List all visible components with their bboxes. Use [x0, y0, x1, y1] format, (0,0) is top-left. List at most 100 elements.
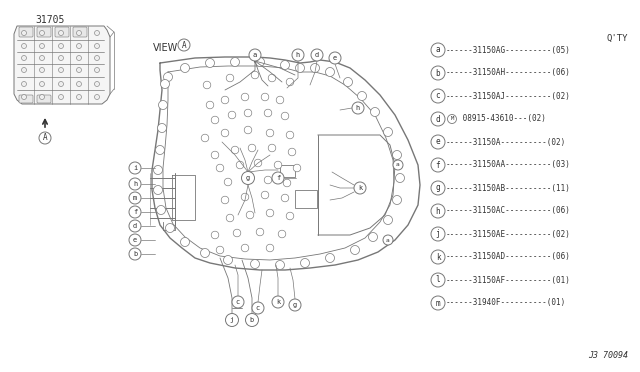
- Circle shape: [77, 81, 81, 87]
- Circle shape: [261, 93, 269, 101]
- Circle shape: [95, 44, 99, 48]
- Circle shape: [233, 229, 241, 237]
- Text: M: M: [451, 116, 454, 122]
- Circle shape: [289, 299, 301, 311]
- Circle shape: [129, 206, 141, 218]
- Text: J3 70094: J3 70094: [588, 351, 628, 360]
- Text: j: j: [230, 317, 234, 323]
- Circle shape: [58, 55, 63, 61]
- Circle shape: [211, 116, 219, 124]
- Circle shape: [250, 260, 259, 269]
- Circle shape: [77, 67, 81, 73]
- Circle shape: [129, 178, 141, 190]
- Circle shape: [201, 134, 209, 142]
- Text: d: d: [315, 52, 319, 58]
- Circle shape: [58, 94, 63, 99]
- Circle shape: [77, 31, 81, 35]
- Circle shape: [157, 124, 166, 132]
- Text: VIEW: VIEW: [153, 43, 179, 53]
- Text: f: f: [436, 160, 440, 170]
- Circle shape: [180, 237, 189, 247]
- Circle shape: [371, 108, 380, 116]
- Circle shape: [228, 111, 236, 119]
- Circle shape: [358, 92, 367, 100]
- Circle shape: [254, 159, 262, 167]
- Text: g: g: [246, 175, 250, 181]
- Text: ------31150AE----------(02): ------31150AE----------(02): [446, 230, 571, 238]
- Text: ------31150AC----------(06): ------31150AC----------(06): [446, 206, 571, 215]
- Circle shape: [431, 181, 445, 195]
- Circle shape: [129, 192, 141, 204]
- Circle shape: [221, 129, 229, 137]
- Circle shape: [22, 44, 26, 48]
- Circle shape: [216, 164, 224, 172]
- Circle shape: [352, 102, 364, 114]
- Circle shape: [159, 100, 168, 109]
- Circle shape: [344, 77, 353, 87]
- Circle shape: [261, 191, 269, 199]
- Circle shape: [431, 204, 445, 218]
- Circle shape: [296, 64, 305, 73]
- Text: c: c: [236, 299, 240, 305]
- Circle shape: [241, 244, 249, 252]
- Circle shape: [22, 55, 26, 61]
- Circle shape: [310, 64, 319, 73]
- Circle shape: [22, 81, 26, 87]
- Text: ------31940F----------(01): ------31940F----------(01): [446, 298, 566, 308]
- Circle shape: [431, 273, 445, 287]
- Circle shape: [383, 235, 393, 245]
- Circle shape: [129, 162, 141, 174]
- Text: c: c: [256, 305, 260, 311]
- Text: ------31150AJ----------(02): ------31150AJ----------(02): [446, 92, 571, 100]
- Text: a: a: [386, 237, 390, 243]
- Circle shape: [266, 244, 274, 252]
- Circle shape: [216, 246, 224, 254]
- Text: f: f: [276, 175, 280, 181]
- Circle shape: [40, 94, 45, 99]
- Circle shape: [129, 220, 141, 232]
- Circle shape: [22, 31, 26, 35]
- Circle shape: [22, 67, 26, 73]
- Circle shape: [58, 44, 63, 48]
- Circle shape: [163, 73, 173, 81]
- Circle shape: [246, 314, 259, 327]
- Circle shape: [276, 96, 284, 104]
- Circle shape: [95, 31, 99, 35]
- Circle shape: [369, 232, 378, 241]
- Circle shape: [40, 81, 45, 87]
- Text: ------31150A----------(02): ------31150A----------(02): [446, 138, 566, 147]
- Circle shape: [205, 58, 214, 67]
- Circle shape: [95, 55, 99, 61]
- Circle shape: [286, 212, 294, 220]
- Circle shape: [252, 302, 264, 314]
- Circle shape: [431, 227, 445, 241]
- Circle shape: [351, 246, 360, 254]
- Circle shape: [58, 81, 63, 87]
- Text: d: d: [436, 115, 440, 124]
- Circle shape: [129, 234, 141, 246]
- Circle shape: [95, 81, 99, 87]
- Circle shape: [154, 186, 163, 195]
- Circle shape: [392, 151, 401, 160]
- Text: ------31150AB----------(11): ------31150AB----------(11): [446, 183, 571, 192]
- Circle shape: [241, 171, 255, 185]
- Text: h: h: [436, 206, 440, 215]
- Circle shape: [226, 214, 234, 222]
- Text: f: f: [133, 209, 137, 215]
- Circle shape: [311, 49, 323, 61]
- Circle shape: [274, 161, 282, 169]
- Text: a: a: [396, 163, 400, 167]
- Circle shape: [180, 64, 189, 73]
- Circle shape: [275, 260, 285, 269]
- FancyBboxPatch shape: [37, 27, 51, 37]
- Circle shape: [280, 61, 289, 70]
- Circle shape: [244, 109, 252, 117]
- Circle shape: [268, 144, 276, 152]
- Text: d: d: [133, 223, 137, 229]
- Text: h: h: [356, 105, 360, 111]
- Text: h: h: [296, 52, 300, 58]
- Circle shape: [224, 178, 232, 186]
- Circle shape: [393, 160, 403, 170]
- Text: ------31150AA----------(03): ------31150AA----------(03): [446, 160, 571, 170]
- Circle shape: [40, 55, 45, 61]
